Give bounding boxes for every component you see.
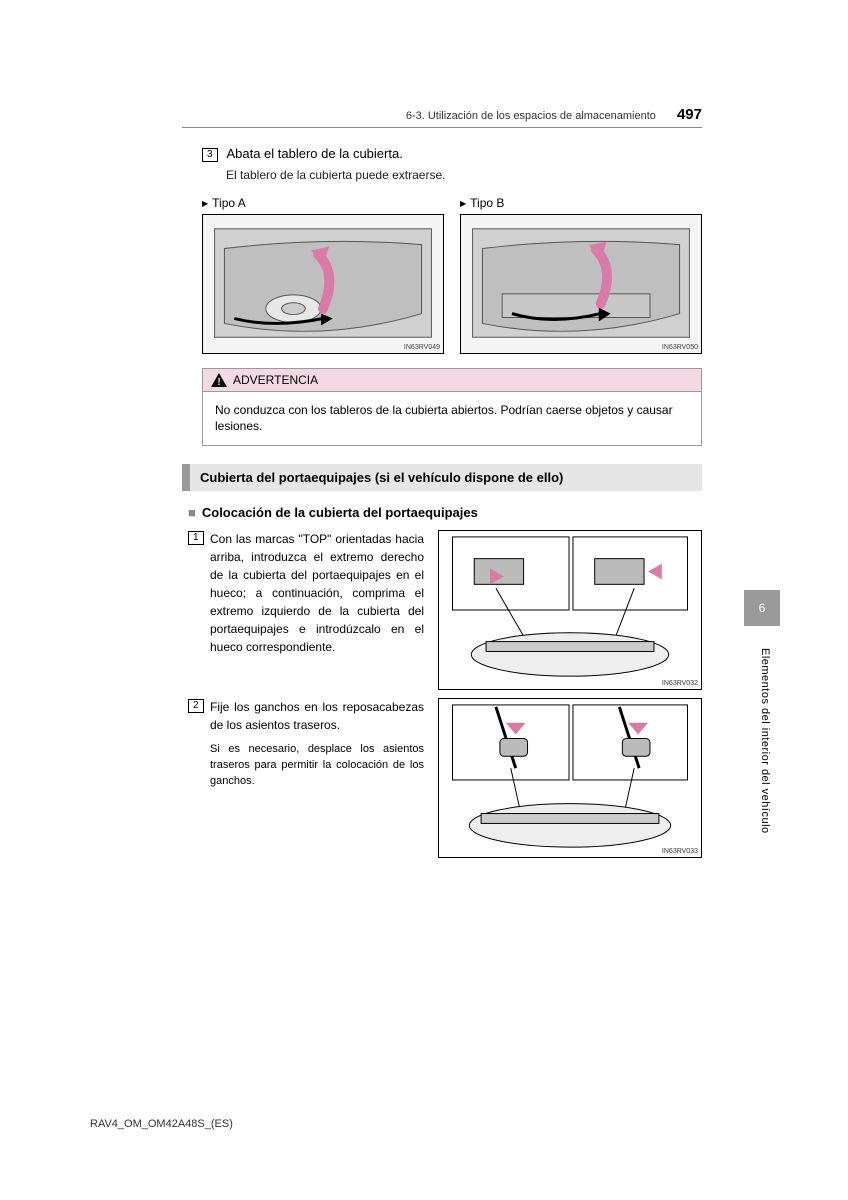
step-2-note: Si es necesario, desplace los asientos t… (210, 742, 424, 790)
step-2-text: 2 Fije los ganchos en los reposacabezas … (188, 698, 424, 858)
step-1-text: 1 Con las marcas "TOP" orientadas hacia … (188, 530, 424, 690)
svg-text:!: ! (217, 377, 220, 387)
warning-box: ! ADVERTENCIA No conduzca con los tabler… (202, 368, 702, 447)
step-2-body: Fije los ganchos en los reposacabezas de… (210, 698, 424, 734)
step-2-row: 2 Fije los ganchos en los reposacabezas … (188, 698, 702, 858)
step-2-image-col: IN63RV033 (438, 698, 702, 858)
document-code: RAV4_OM_OM42A48S_(ES) (90, 1118, 233, 1130)
type-b-code: IN63RV050 (662, 344, 698, 351)
step-3: 3 Abata el tablero de la cubierta. (202, 146, 702, 162)
type-b-illustration: IN63RV050 (460, 214, 702, 354)
page-content: 6-3. Utilización de los espacios de alma… (182, 106, 702, 866)
step-1-illustration: IN63RV032 (438, 530, 702, 690)
section-label: 6-3. Utilización de los espacios de alma… (406, 110, 656, 122)
warning-title: ADVERTENCIA (233, 373, 318, 387)
type-a-code: IN63RV049 (404, 344, 440, 351)
step-3-title: Abata el tablero de la cubierta. (226, 146, 402, 161)
step-1-number: 1 (188, 531, 204, 545)
type-b-label: Tipo B (460, 196, 702, 210)
step-1-image-col: IN63RV032 (438, 530, 702, 690)
warning-header: ! ADVERTENCIA (203, 369, 701, 392)
section-heading: Cubierta del portaequipajes (si el vehíc… (182, 464, 702, 491)
type-illustrations-row: Tipo A IN63RV049 Tipo B (202, 196, 702, 354)
warning-body: No conduzca con los tableros de la cubie… (203, 392, 701, 446)
step-2-code: IN63RV033 (662, 848, 698, 855)
subsection-heading: Colocación de la cubierta del portaequip… (188, 505, 702, 520)
step-1-row: 1 Con las marcas "TOP" orientadas hacia … (188, 530, 702, 690)
type-a-column: Tipo A IN63RV049 (202, 196, 444, 354)
type-a-label: Tipo A (202, 196, 444, 210)
page-header: 6-3. Utilización de los espacios de alma… (182, 106, 702, 128)
page-number: 497 (677, 106, 702, 123)
step-1-body: Con las marcas "TOP" orientadas hacia ar… (210, 530, 424, 656)
step-3-number: 3 (202, 148, 218, 162)
chapter-tab: 6 (744, 590, 780, 626)
step-3-subtitle: El tablero de la cubierta puede extraers… (226, 168, 702, 182)
chapter-side-label: Elementos del interior del vehículo (759, 648, 771, 834)
step-1-code: IN63RV032 (662, 680, 698, 687)
chapter-number: 6 (759, 601, 766, 615)
warning-icon: ! (211, 373, 227, 387)
type-b-column: Tipo B IN63RV050 (460, 196, 702, 354)
step-2-number: 2 (188, 699, 204, 713)
step-2-illustration: IN63RV033 (438, 698, 702, 858)
type-a-illustration: IN63RV049 (202, 214, 444, 354)
